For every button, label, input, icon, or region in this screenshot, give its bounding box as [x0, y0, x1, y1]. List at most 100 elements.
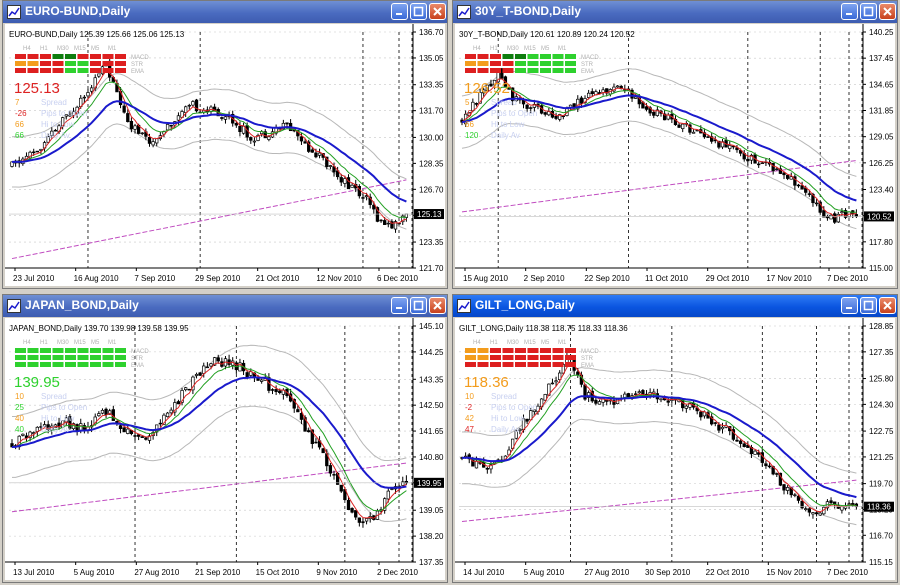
timeframe-label: M30 [57, 340, 69, 346]
x-tick-label: 7 Sep 2010 [134, 274, 175, 283]
stat-label: Spread [41, 98, 67, 107]
signal-cell [565, 68, 576, 73]
candle-body [684, 405, 688, 409]
candle-body [136, 434, 141, 437]
indicator-row-label: STR [131, 62, 144, 68]
close-button[interactable] [429, 297, 446, 314]
window-titlebar[interactable]: 30Y_T-BOND,Daily [453, 1, 897, 23]
window-titlebar[interactable]: EURO-BUND,Daily [3, 1, 447, 23]
stat-label: Daily Av [491, 425, 520, 434]
candle-body [800, 500, 804, 509]
candle-body [807, 193, 811, 195]
maximize-button[interactable] [410, 3, 427, 20]
candle-body [634, 393, 638, 395]
chart-icon [7, 299, 21, 313]
window-titlebar[interactable]: JAPAN_BOND,Daily [3, 295, 447, 317]
candle-body [184, 387, 188, 391]
candle-body [785, 487, 790, 491]
candle-body [630, 89, 634, 99]
signal-cell [502, 54, 514, 59]
candle-body [245, 372, 249, 378]
y-tick-label: 140.80 [419, 453, 444, 462]
candle-body [325, 156, 329, 167]
signal-cell [552, 362, 564, 367]
price-chart[interactable]: 136.70 135.05 133.35 131.70 130.00 128.35 126.… [5, 24, 445, 286]
candle-body [662, 113, 667, 121]
candle-body [133, 435, 137, 437]
candle-body [688, 124, 692, 133]
chart-window-japan-bond[interactable]: JAPAN_BOND,Daily 145.10 144.25 143.35 142.5… [2, 294, 448, 583]
candle-body [738, 440, 743, 444]
minimize-button[interactable] [841, 3, 858, 20]
price-chart[interactable]: 128.85 127.35 125.80 124.30 122.75 121.25 119.… [455, 318, 895, 580]
candle-body [93, 416, 97, 425]
candle-body [299, 413, 304, 420]
candle-body [252, 140, 257, 143]
price-chart[interactable]: 140.25 137.45 134.65 131.85 129.05 126.25 123.… [455, 24, 895, 286]
long-moving-average [461, 160, 857, 213]
timeframe-label: M30 [57, 46, 69, 52]
signal-cell [527, 61, 539, 66]
timeframe-label: M5 [541, 340, 550, 346]
y-tick-label: 119.70 [869, 480, 893, 489]
signal-cell [465, 348, 476, 353]
signal-cell [477, 61, 489, 66]
ema-medium [11, 365, 407, 512]
candle-body [28, 431, 32, 438]
x-tick-label: 29 Oct 2010 [706, 274, 750, 283]
candle-body [789, 176, 793, 180]
x-tick-label: 22 Oct 2010 [706, 568, 750, 577]
signal-cell [27, 68, 39, 73]
signal-cell [15, 348, 26, 353]
x-tick-label: 5 Aug 2010 [74, 568, 115, 577]
candle-body [162, 414, 166, 425]
candle-body [793, 176, 797, 186]
chart-window-30y-t-bond[interactable]: 30Y_T-BOND,Daily 140.25 137.45 134.65 131.8… [452, 0, 898, 289]
x-tick-label: 21 Oct 2010 [256, 274, 300, 283]
candle-body [223, 116, 228, 120]
maximize-button[interactable] [410, 297, 427, 314]
maximize-button[interactable] [860, 297, 877, 314]
candle-body [346, 177, 351, 190]
close-button[interactable] [429, 3, 446, 20]
candle-body [364, 518, 369, 522]
close-button[interactable] [879, 3, 896, 20]
price-chart[interactable]: 145.10 144.25 143.35 142.50 141.65 140.80 139.… [5, 318, 445, 580]
timeframe-label: M5 [91, 46, 100, 52]
signal-cell [527, 54, 539, 59]
candle-body [637, 391, 641, 394]
y-tick-label: 126.70 [419, 185, 444, 194]
candle-body [532, 409, 537, 412]
candle-body [238, 362, 242, 372]
candle-body [543, 394, 547, 401]
candle-body [586, 392, 591, 398]
y-tick-label: 123.35 [419, 238, 444, 247]
candle-body [310, 149, 314, 153]
candle-body [285, 122, 289, 125]
chart-window-euro-bund[interactable]: EURO-BUND,Daily 136.70 135.05 133.35 131.70… [2, 0, 448, 289]
chart-window-gilt-long[interactable]: GILT_LONG,Daily 128.85 127.35 125.80 124.30… [452, 294, 898, 583]
maximize-button[interactable] [860, 3, 877, 20]
chart-icon [7, 5, 21, 19]
close-button[interactable] [879, 297, 896, 314]
ema-slow [11, 376, 407, 489]
stat-label: Pips to Open [491, 403, 537, 412]
y-tick-label: 129.05 [869, 133, 894, 142]
minimize-button[interactable] [841, 297, 858, 314]
x-tick-label: 15 Nov 2010 [766, 568, 812, 577]
candle-body [710, 416, 714, 425]
candle-body [328, 165, 333, 167]
candle-body [818, 201, 822, 213]
window-titlebar[interactable]: GILT_LONG,Daily [453, 295, 897, 317]
stat-value: 120 [465, 131, 479, 140]
close-icon [433, 7, 442, 16]
y-tick-label: 122.75 [869, 427, 894, 436]
candle-body [764, 463, 768, 467]
chart-background [455, 318, 895, 580]
candle-body [731, 429, 736, 440]
candle-body [21, 433, 25, 436]
minimize-button[interactable] [391, 297, 408, 314]
timeframe-label: M5 [91, 340, 100, 346]
minimize-button[interactable] [391, 3, 408, 20]
candle-body [321, 448, 325, 454]
